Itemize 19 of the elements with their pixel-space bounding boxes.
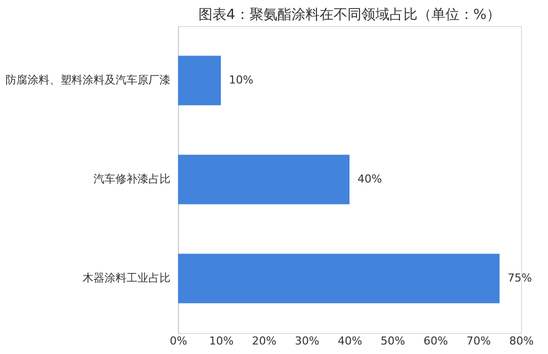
x-tick-label: 60% <box>424 334 448 348</box>
x-tick-label: 0% <box>170 334 188 348</box>
chart-title: 图表4：聚氨酯涂料在不同领域占比（单位：%） <box>198 7 501 23</box>
x-tick-label: 70% <box>466 334 491 348</box>
bar <box>178 154 350 204</box>
x-tick-label: 80% <box>509 334 534 348</box>
y-tick-label: 汽车修补漆占比 <box>94 172 170 186</box>
x-tick-label: 30% <box>294 334 320 348</box>
x-tick-label: 10% <box>209 334 234 348</box>
data-label: 10% <box>228 73 254 86</box>
x-tick-label: 50% <box>380 334 406 348</box>
x-tick-label: 20% <box>252 334 276 348</box>
x-tick-label: 40% <box>338 334 362 348</box>
y-tick-label: 木器涂料工业占比 <box>82 272 170 285</box>
data-label: 75% <box>508 272 532 285</box>
bar <box>178 56 221 106</box>
y-tick-label: 防腐涂料、塑料涂料及汽车原厂漆 <box>6 73 170 86</box>
bar <box>178 254 500 304</box>
data-label: 40% <box>358 172 382 186</box>
